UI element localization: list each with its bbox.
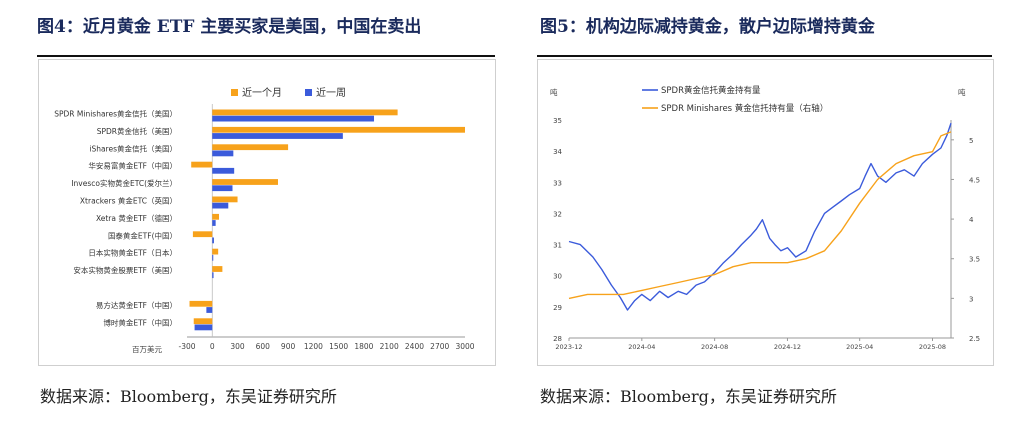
y-left-tick-label: 29 <box>553 304 562 312</box>
bar-month <box>212 109 398 116</box>
bar-month <box>212 179 278 185</box>
right-title-rule <box>537 55 992 57</box>
left-axis-unit: 吨 <box>550 87 558 97</box>
y-left-tick-label: 33 <box>553 179 562 187</box>
bar-week <box>212 185 233 192</box>
bar-month <box>212 248 219 255</box>
bar-week <box>206 307 213 313</box>
x-tick-label: 2024-12 <box>774 343 801 351</box>
bar-chart: 近一个月 近一周 -300 0 300 600 900 1200 1500 1800 2100 240… <box>54 86 475 354</box>
x-tick-label: 1500 <box>329 342 348 351</box>
y-right-tick-label: 4.5 <box>969 176 980 184</box>
minishares-holdings-line <box>568 131 952 300</box>
spdr-holdings-line <box>568 122 952 311</box>
y-right-tick-label: 4 <box>969 216 974 224</box>
bar-week <box>212 272 214 279</box>
category-label: SPDR Minishares黄金信托（美国） <box>54 109 177 119</box>
legend-label-1: 近一周 <box>316 86 346 99</box>
x-tick-label: 600 <box>256 342 271 351</box>
x-tick-label: 2025-08 <box>919 343 946 351</box>
category-label: 国泰黄金ETF(中国） <box>108 230 177 240</box>
category-label: Xtrackers 黄金ETC（英国） <box>80 196 177 206</box>
y-left-tick-label: 34 <box>553 148 562 156</box>
legend-label-0: 近一个月 <box>242 86 282 99</box>
bar-month <box>212 196 238 203</box>
bar-month <box>212 213 220 220</box>
bar-week <box>212 150 234 157</box>
legend-swatch-1 <box>305 89 312 96</box>
bar-week <box>212 202 229 209</box>
legend-label-1: SPDR Minishares 黄金信托持有量（右轴） <box>661 103 828 114</box>
legend-swatch-0 <box>231 89 238 96</box>
bar-week <box>212 254 214 261</box>
y-left-tick-label: 32 <box>553 210 562 218</box>
bar-week <box>212 167 235 174</box>
bar-month <box>212 126 465 133</box>
x-tick-label: 3000 <box>455 342 474 351</box>
y-right-tick-label: 3.5 <box>969 256 980 264</box>
legend-label-0: SPDR黄金信托黄金持有量 <box>661 85 761 96</box>
x-tick-label: 2400 <box>405 342 424 351</box>
x-tick-label: 1200 <box>304 342 323 351</box>
bar-week <box>212 237 214 244</box>
right-figure-title: 图5：机构边际减持黄金，散户边际增持黄金 <box>540 17 875 37</box>
x-tick-label: 2100 <box>380 342 399 351</box>
category-label: Xetra 黄金ETF（德国） <box>96 213 177 223</box>
category-label: 安本实物黄金股票ETF（美国） <box>73 265 177 275</box>
x-tick-label: -300 <box>178 342 195 351</box>
category-label: 华安易富黄金ETF（中国） <box>88 161 177 171</box>
bar-month <box>212 266 223 272</box>
x-tick-label: 1800 <box>354 342 373 351</box>
bar-month <box>212 144 289 151</box>
y-left-tick-label: 35 <box>553 117 562 125</box>
category-label: SPDR黄金信托（美国） <box>97 126 177 136</box>
bar-week <box>212 220 216 226</box>
x-tick-label: 0 <box>210 342 215 351</box>
x-tick-label: 900 <box>281 342 296 351</box>
bar-month <box>191 161 213 168</box>
bar-week <box>194 324 213 331</box>
x-tick-label: 2024-08 <box>701 343 728 351</box>
right-chart-panel: 吨 吨 SPDR黄金信托黄金持有量 SPDR Minishares 黄金信托持有量（右… <box>537 59 994 366</box>
x-unit-label: 百万美元 <box>132 344 162 354</box>
bar-month <box>189 300 213 307</box>
left-source-note: 数据来源：Bloomberg，东吴证券研究所 <box>40 387 337 406</box>
y-right-tick-label: 2.5 <box>969 335 980 343</box>
x-tick-label: 300 <box>230 342 245 351</box>
y-left-tick-label: 31 <box>553 242 562 250</box>
right-source-note: 数据来源：Bloomberg，东吴证券研究所 <box>540 387 837 406</box>
category-label: 日本实物黄金ETF（日本） <box>88 248 177 258</box>
bar-month <box>193 318 213 325</box>
category-label: 易方达黄金ETF（中国） <box>96 300 177 310</box>
line-chart: 吨 吨 SPDR黄金信托黄金持有量 SPDR Minishares 黄金信托持有量（右… <box>550 85 980 351</box>
category-label: Invesco实物黄金ETC(爱尔兰） <box>71 178 177 188</box>
x-tick-label: 2025-04 <box>846 343 873 351</box>
left-title-rule <box>37 55 495 57</box>
y-left-tick-label: 28 <box>553 335 562 343</box>
y-right-tick-label: 3 <box>969 295 973 303</box>
y-left-tick-label: 30 <box>553 273 562 281</box>
y-right-tick-label: 5 <box>969 137 973 145</box>
x-tick-label: 2023-12 <box>555 343 582 351</box>
bar-week <box>212 115 375 122</box>
bar-month <box>192 231 213 238</box>
bar-week <box>212 133 343 139</box>
category-label: 博时黄金ETF（中国） <box>103 317 177 327</box>
x-tick-label: 2700 <box>430 342 449 351</box>
right-axis-unit: 吨 <box>958 87 966 97</box>
category-label: iShares黄金信托（美国） <box>89 143 177 153</box>
x-tick-label: 2024-04 <box>628 343 655 351</box>
left-chart-panel: 近一个月 近一周 -300 0 300 600 900 1200 1500 1800 2100 240… <box>38 59 496 366</box>
left-figure-title: 图4：近月黄金 ETF 主要买家是美国，中国在卖出 <box>37 17 422 37</box>
